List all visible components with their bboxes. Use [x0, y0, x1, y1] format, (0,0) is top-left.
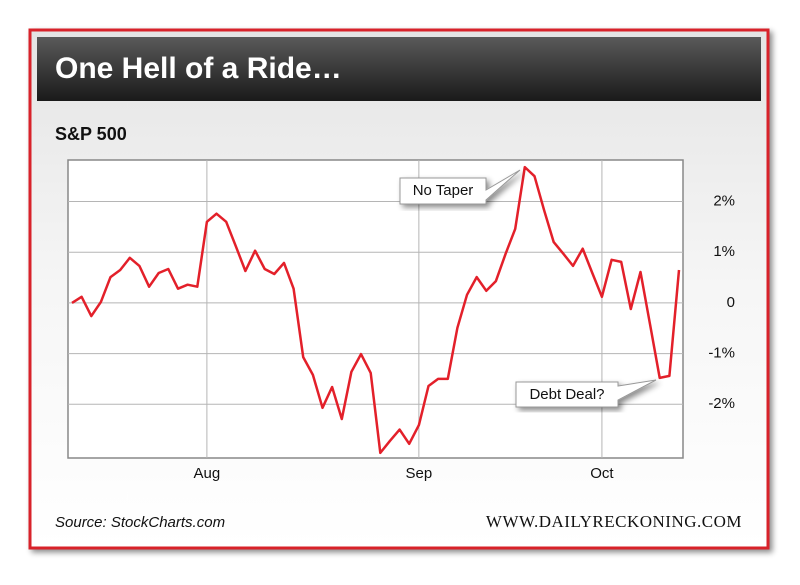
- source: Source: StockCharts.com: [55, 514, 225, 531]
- y-tick-label: -1%: [708, 345, 735, 362]
- y-tick-label: 2%: [713, 193, 735, 210]
- annotation: No Taper: [413, 182, 474, 199]
- annotation: Debt Deal?: [529, 386, 604, 403]
- y-tick-label: 0: [727, 294, 735, 311]
- line: [71, 165, 681, 455]
- callout-box: [399, 169, 521, 205]
- callout-debt-deal: [515, 379, 657, 408]
- x-tick-label: Oct: [590, 465, 614, 482]
- header-bar: [37, 37, 761, 101]
- y-tick-label: -2%: [708, 395, 735, 412]
- x-tick-label: Aug: [194, 465, 221, 482]
- y-tick-label: 1%: [713, 243, 735, 260]
- chart-title: One Hell of a Ride…: [55, 52, 342, 85]
- footer: WWW.DAILYRECKONING.COM: [486, 512, 742, 531]
- callout-no-taper: [399, 169, 521, 205]
- chart-subtitle: S&P 500: [55, 124, 127, 144]
- x-tick-label: Sep: [406, 465, 433, 482]
- callout-box: [515, 379, 657, 408]
